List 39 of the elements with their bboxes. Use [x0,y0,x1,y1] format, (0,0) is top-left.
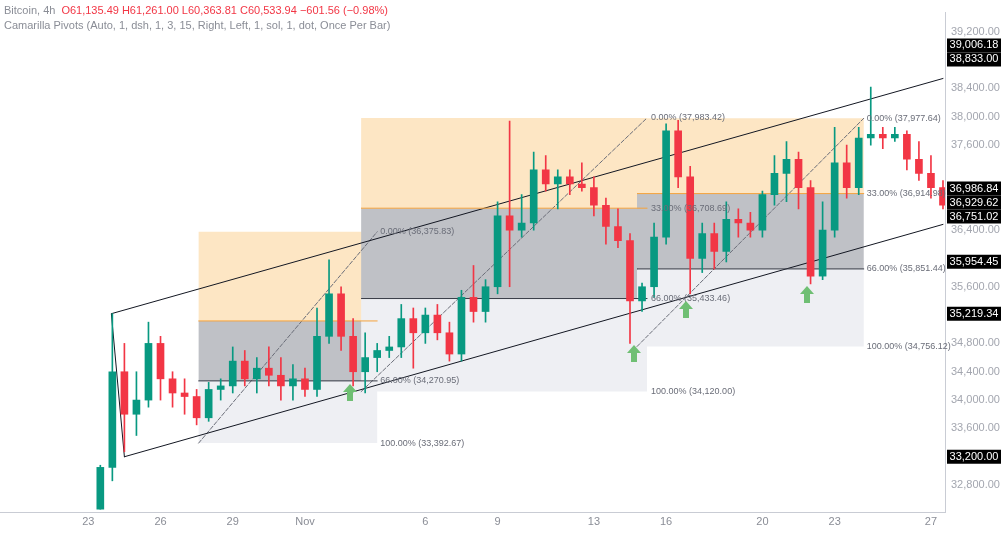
y-tick-label: 32,800.00 [951,478,1000,491]
y-tick-label: 33,600.00 [951,421,1000,434]
text: 38,833.00 [949,52,999,65]
annotation: O61,135.49 H61,261.00 L60,363.81 C60,533.94 −601.56 (−0.98%) [61,4,388,16]
y-tick-label: 34,400.00 [951,364,1000,377]
text: 35,954.45 [949,254,999,267]
annotation: 100.00% (34,756.12) [866,341,951,351]
annotation: 100.00% (34,120.00) [651,386,736,397]
text: 33,200.00 [949,449,999,462]
y-tick-label: 37,600.00 [951,138,1000,151]
x-tick-label: 29 [226,514,239,527]
text: 39,006.18 [949,38,999,51]
y-tick-label: 35,600.00 [951,279,1000,292]
x-tick-label: 20 [756,514,769,527]
x-tick-label: 27 [924,514,938,527]
x-tick-label: 26 [154,514,167,527]
text: 36,751.02 [949,209,999,222]
y-tick-label: 38,400.00 [951,81,1000,94]
y-tick-label: 39,200.00 [951,24,1000,37]
annotation: 100.00% (33,392.67) [380,437,465,448]
annotation: 0.00% (37,983.42) [651,112,726,123]
annotation: 66.00% (35,851.44) [866,263,946,274]
x-tick-label: 6 [422,514,429,527]
x-tick-label: Nov [295,514,316,527]
x-tick-label: 23 [82,514,95,527]
text: 35,219.34 [949,306,999,319]
y-tick-label: 34,000.00 [951,393,1000,406]
chart-title: Bitcoin, 4h [4,4,56,16]
x-tick-label: 13 [587,514,601,527]
x-tick-label: 23 [828,514,841,527]
x-tick-label: 16 [659,514,673,527]
text: 36,986.84 [949,181,999,194]
y-tick-label: 36,400.00 [951,223,1000,236]
annotation: 0.00% (36,375.83) [380,226,455,237]
text: 36,929.62 [949,195,999,208]
text: Camarilla Pivots (Auto, 1, dsh, 1, 3, 15, Right, Left, 1, sol, 1, dot, Once Per Bar) [4,18,391,33]
y-tick-label: 34,800.00 [951,336,1000,349]
y-tick-label: 38,000.00 [951,109,1000,122]
x-tick-label: 9 [494,514,501,527]
